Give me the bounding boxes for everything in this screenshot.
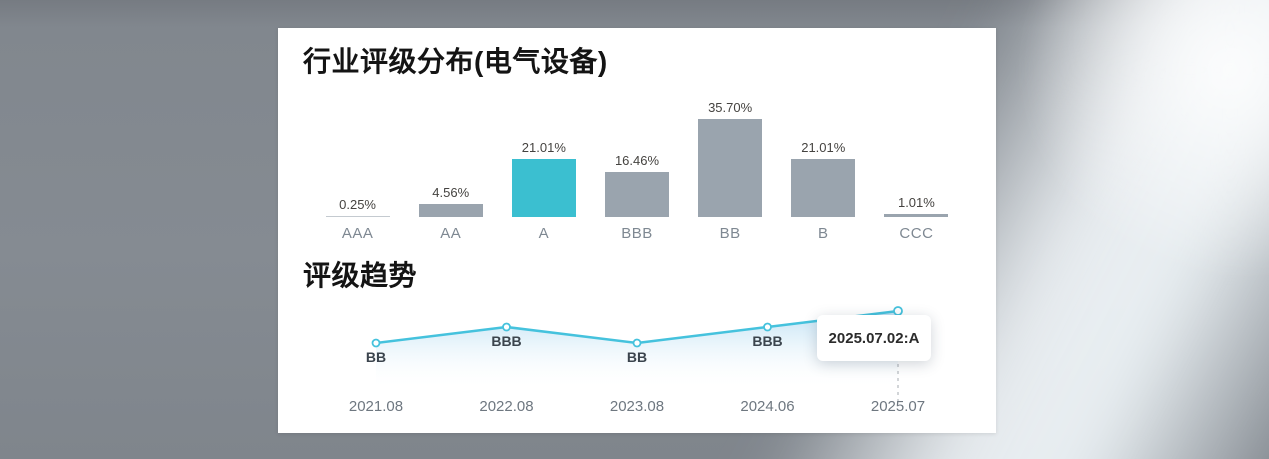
light-beam-glow: [1020, 0, 1269, 280]
bar-stack: 21.01%: [497, 96, 590, 217]
x-axis-label-2021.08: 2021.08: [348, 398, 404, 415]
x-axis-label-2023.08: 2023.08: [609, 398, 665, 415]
trend-chart-title: 评级趋势: [303, 260, 418, 291]
point-rating-label-2022.08: BBB: [491, 333, 522, 349]
bar-A[interactable]: [511, 159, 576, 217]
bar-value-label-CCC: 1.01%: [897, 195, 935, 211]
x-axis-label-2025.07: 2025.07: [870, 398, 926, 415]
bar-stack: 1.01%: [870, 96, 963, 217]
bar-chart-title: 行业评级分布(电气设备): [303, 46, 608, 77]
bar-value-label-B: 21.01%: [801, 140, 846, 156]
bar-column-B: 21.01% B: [777, 96, 870, 242]
bar-value-label-BBB: 16.46%: [614, 152, 660, 168]
bar-category-label-B: B: [818, 225, 829, 242]
point-rating-label-2024.06: BBB: [752, 333, 783, 349]
bar-stack: 16.46%: [590, 96, 683, 217]
trend-point-2022.08[interactable]: [502, 322, 511, 332]
bar-column-AAA: 0.25% AAA: [311, 96, 404, 242]
bar-CCC[interactable]: [884, 214, 949, 217]
bar-category-label-A: A: [538, 225, 550, 242]
bar-column-A: 21.01% A: [497, 96, 590, 242]
bar-AAA[interactable]: [325, 215, 390, 217]
bar-column-BB: 35.70% BB: [684, 96, 777, 242]
bar-category-label-CCC: CCC: [899, 225, 934, 242]
trend-point-2025.07[interactable]: [893, 306, 903, 316]
trend-line-plot: [371, 306, 903, 404]
point-rating-label-2023.08: BB: [626, 349, 648, 365]
x-axis-label-2022.08: 2022.08: [479, 398, 534, 415]
bar-column-BBB: 16.46% BBB: [590, 96, 683, 242]
point-rating-label-2021.08: BB: [365, 349, 387, 365]
bar-value-label-AA: 4.56%: [432, 185, 470, 201]
bar-value-label-A: 21.01%: [521, 140, 566, 156]
bar-stack: 21.01%: [777, 96, 870, 217]
bar-stack: 0.25%: [311, 96, 404, 217]
bar-category-label-BBB: BBB: [621, 225, 653, 242]
rating-trend-chart: BB BBB BB BBB 2021.08 2022.08 2023.08 2024.06 20…: [303, 298, 971, 428]
bar-column-CCC: 1.01% CCC: [870, 96, 963, 242]
bar-column-AA: 4.56% AA: [404, 96, 497, 242]
bar-BBB[interactable]: [604, 171, 669, 217]
trend-point-2023.08[interactable]: [632, 338, 642, 348]
trend-point-2021.08[interactable]: [371, 338, 381, 348]
x-axis-label-2024.06: 2024.06: [740, 398, 795, 415]
industry-rating-bar-chart: 0.25% AAA 4.56% AA 21.01% A 16.46% BBB 35.70% BB 2…: [303, 94, 971, 242]
bar-value-label-AAA: 0.25%: [339, 196, 376, 212]
bar-category-label-BB: BB: [719, 225, 741, 242]
bar-category-label-AAA: AAA: [341, 225, 374, 242]
rating-card: 行业评级分布(电气设备) 0.25% AAA 4.56% AA 21.01% A 16.46…: [278, 28, 996, 433]
bar-category-label-AA: AA: [440, 225, 462, 242]
trend-point-2024.06[interactable]: [763, 322, 772, 332]
bar-AA[interactable]: [418, 204, 483, 217]
bar-B[interactable]: [791, 159, 856, 217]
bar-stack: 35.70%: [684, 96, 777, 217]
bar-BB[interactable]: [698, 119, 763, 217]
bar-value-label-BB: 35.70%: [708, 100, 753, 115]
trend-tooltip: 2025.07.02:A: [817, 315, 931, 361]
bar-stack: 4.56%: [404, 96, 497, 217]
